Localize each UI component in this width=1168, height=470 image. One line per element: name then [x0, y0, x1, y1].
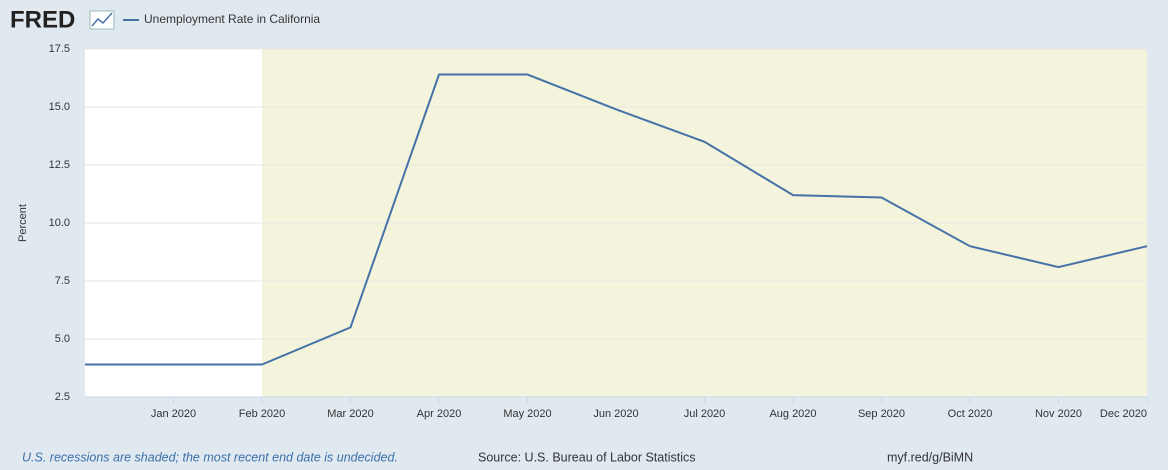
y-tick-label: 7.5 — [55, 275, 70, 287]
x-tick-label: Mar 2020 — [327, 408, 373, 420]
series-line — [85, 73, 1148, 366]
x-tick-label: Dec 2020 — [1100, 408, 1147, 420]
x-tick-label: Apr 2020 — [417, 408, 462, 420]
x-tick-label: Jun 2020 — [593, 408, 638, 420]
logo: FRED — [10, 6, 75, 33]
y-tick-label: 15.0 — [49, 101, 70, 113]
x-tick-label: Oct 2020 — [948, 408, 993, 420]
y-tick-label: 5.0 — [55, 333, 70, 345]
x-tick-label: Jan 2020 — [151, 408, 196, 420]
x-tick-label: Jul 2020 — [684, 408, 726, 420]
y-tick-label: 10.0 — [49, 217, 70, 229]
y-tick-label: 12.5 — [49, 159, 70, 171]
x-tick-label: May 2020 — [503, 408, 551, 420]
x-tick-label: Feb 2020 — [239, 408, 285, 420]
y-tick-label: 17.5 — [49, 43, 70, 55]
y-tick-label: 2.5 — [55, 391, 70, 403]
x-tick-label: Sep 2020 — [858, 408, 905, 420]
footer-url: myf.red/g/BiMN — [887, 450, 973, 464]
x-tick-label: Nov 2020 — [1035, 408, 1082, 420]
legend-label: Unemployment Rate in California — [144, 12, 320, 26]
x-tick-label: Aug 2020 — [769, 408, 816, 420]
footer-note: U.S. recessions are shaded; the most rec… — [22, 450, 398, 464]
footer-source: Source: U.S. Bureau of Labor Statistics — [478, 450, 695, 464]
y-axis-label: Percent — [17, 204, 29, 242]
logo-icon — [89, 10, 115, 30]
